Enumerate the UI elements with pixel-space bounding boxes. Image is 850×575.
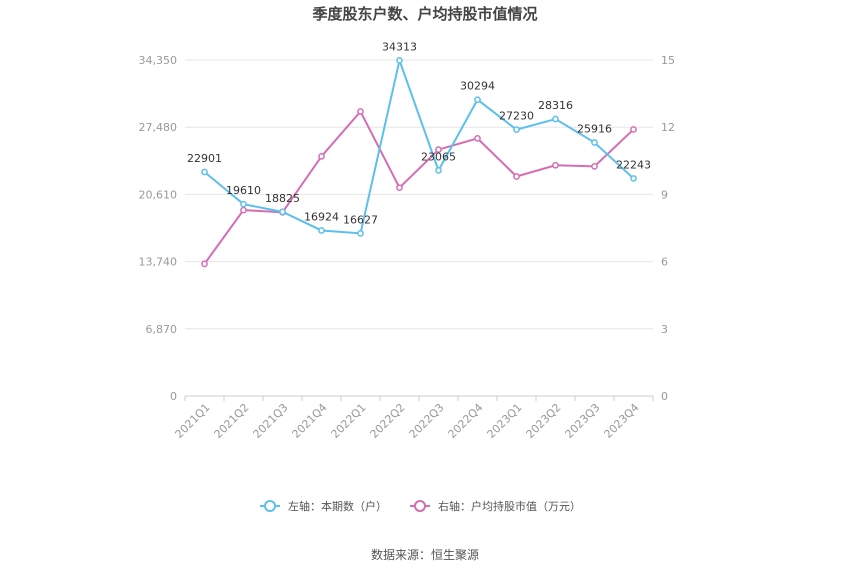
x-tick-label: 2021Q3 [251, 401, 291, 441]
left-axis: 0 6,870 13,740 20,610 27,480 34,350 [139, 54, 178, 403]
data-point [591, 163, 598, 170]
data-label: 25916 [577, 122, 612, 135]
x-tick-label: 2022Q4 [446, 401, 486, 441]
x-tick-label: 2023Q3 [563, 401, 603, 441]
data-point [630, 126, 637, 133]
data-label: 19610 [226, 184, 261, 197]
data-label: 16924 [304, 210, 339, 223]
x-tick-label: 2022Q3 [407, 401, 447, 441]
left-tick-label: 34,350 [139, 54, 178, 67]
data-point [513, 173, 520, 180]
left-tick-label: 13,740 [139, 256, 178, 269]
x-tick-label: 2023Q1 [485, 401, 525, 441]
data-label: 16627 [343, 213, 378, 226]
left-tick-label: 27,480 [139, 121, 178, 134]
left-tick-label: 6,870 [146, 323, 178, 336]
x-tick-label: 2022Q1 [329, 401, 369, 441]
data-point [630, 175, 637, 182]
legend: 左轴：本期数（户） 右轴：户均持股市值（万元） [260, 499, 581, 513]
right-tick-label: 6 [661, 256, 668, 269]
data-point [474, 135, 481, 142]
data-point [201, 168, 208, 176]
data-label: 30294 [460, 80, 495, 93]
right-tick-label: 15 [661, 54, 675, 67]
data-label: 28316 [538, 99, 573, 112]
data-label: 18825 [265, 192, 300, 205]
chart-title: 季度股东户数、户均持股市值情况 [312, 5, 537, 23]
legend-marker [414, 500, 426, 512]
left-tick-label: 20,610 [139, 188, 178, 201]
right-tick-label: 0 [661, 390, 668, 403]
data-point [435, 146, 442, 153]
right-tick-label: 9 [661, 188, 668, 201]
data-label: 27230 [499, 110, 534, 123]
x-tick-label: 2022Q2 [368, 401, 408, 441]
data-point [396, 184, 403, 192]
data-point [357, 230, 364, 237]
data-label: 22243 [616, 158, 651, 171]
data-point [396, 57, 403, 64]
data-point [552, 115, 559, 123]
data-point [591, 139, 598, 146]
data-point [279, 208, 286, 216]
data-point [201, 260, 208, 268]
x-tick-label: 2021Q1 [173, 401, 213, 441]
data-point [357, 108, 364, 115]
data-label: 22901 [187, 152, 222, 165]
series-line-avg-value [203, 109, 635, 265]
x-tick-label: 2023Q4 [602, 401, 642, 441]
series-line-holders [203, 56, 635, 235]
right-tick-label: 12 [661, 121, 675, 134]
data-point [513, 126, 520, 133]
data-point [552, 161, 559, 169]
grid [185, 59, 653, 397]
x-tick-label: 2021Q2 [212, 401, 252, 441]
legend-marker [264, 500, 276, 512]
right-tick-label: 3 [661, 323, 668, 336]
x-axis: 2021Q12021Q22021Q32021Q42022Q12022Q22022… [173, 396, 654, 441]
data-label: 23065 [421, 150, 456, 163]
legend-label: 右轴：户均持股市值（万元） [438, 499, 581, 513]
data-point [318, 152, 325, 160]
data-point [240, 206, 247, 214]
data-point [474, 96, 481, 104]
x-tick-label: 2023Q2 [524, 401, 564, 441]
right-axis: 0 3 6 9 12 15 [661, 54, 675, 403]
data-point [318, 227, 325, 234]
data-point [240, 200, 247, 208]
source-note: 数据来源：恒生聚源 [371, 547, 479, 562]
left-tick-label: 0 [170, 390, 177, 403]
legend-label: 左轴：本期数（户） [288, 499, 387, 513]
data-label: 34313 [382, 40, 417, 53]
data-point [435, 167, 442, 174]
series-layer: 22901 19610 18825 16924 16627 34313 23065 30294… [187, 40, 651, 268]
x-tick-label: 2021Q4 [290, 401, 330, 441]
